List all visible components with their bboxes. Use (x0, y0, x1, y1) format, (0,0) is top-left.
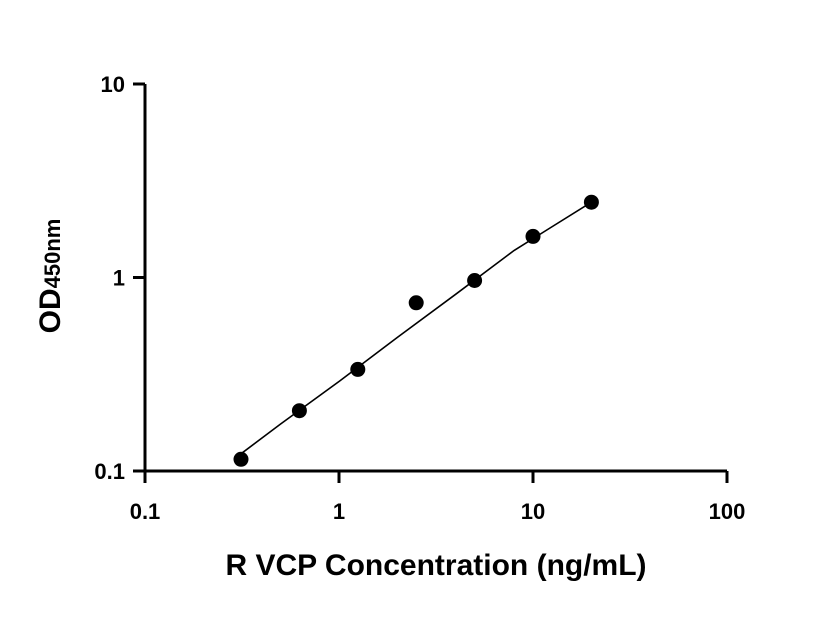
y-axis-title-main: OD (34, 288, 67, 333)
x-tick-label: 10 (521, 499, 545, 524)
data-point (467, 273, 483, 288)
data-point (525, 228, 541, 244)
data-point (233, 451, 249, 467)
data-points-layer (233, 194, 599, 467)
data-point (408, 295, 424, 311)
data-point (350, 361, 366, 377)
y-axis-title-sub: 450nm (40, 219, 65, 289)
data-point (291, 403, 307, 419)
fit-curve-layer (239, 201, 592, 455)
x-tick-label: 0.1 (130, 499, 161, 524)
fit-curve (239, 201, 592, 455)
y-axis-title: OD450nm (34, 219, 67, 334)
x-ticks: 0.1 1 10 100 (130, 471, 746, 524)
y-ticks: 0.1 1 10 (94, 72, 145, 484)
x-tick-label: 100 (709, 499, 746, 524)
data-point (583, 194, 599, 210)
x-axis-title: R VCP Concentration (ng/mL) (225, 549, 646, 582)
x-tick-label: 1 (333, 499, 345, 524)
y-tick-label: 0.1 (94, 459, 125, 484)
y-tick-label: 1 (113, 266, 125, 291)
y-tick-label: 10 (101, 72, 125, 97)
